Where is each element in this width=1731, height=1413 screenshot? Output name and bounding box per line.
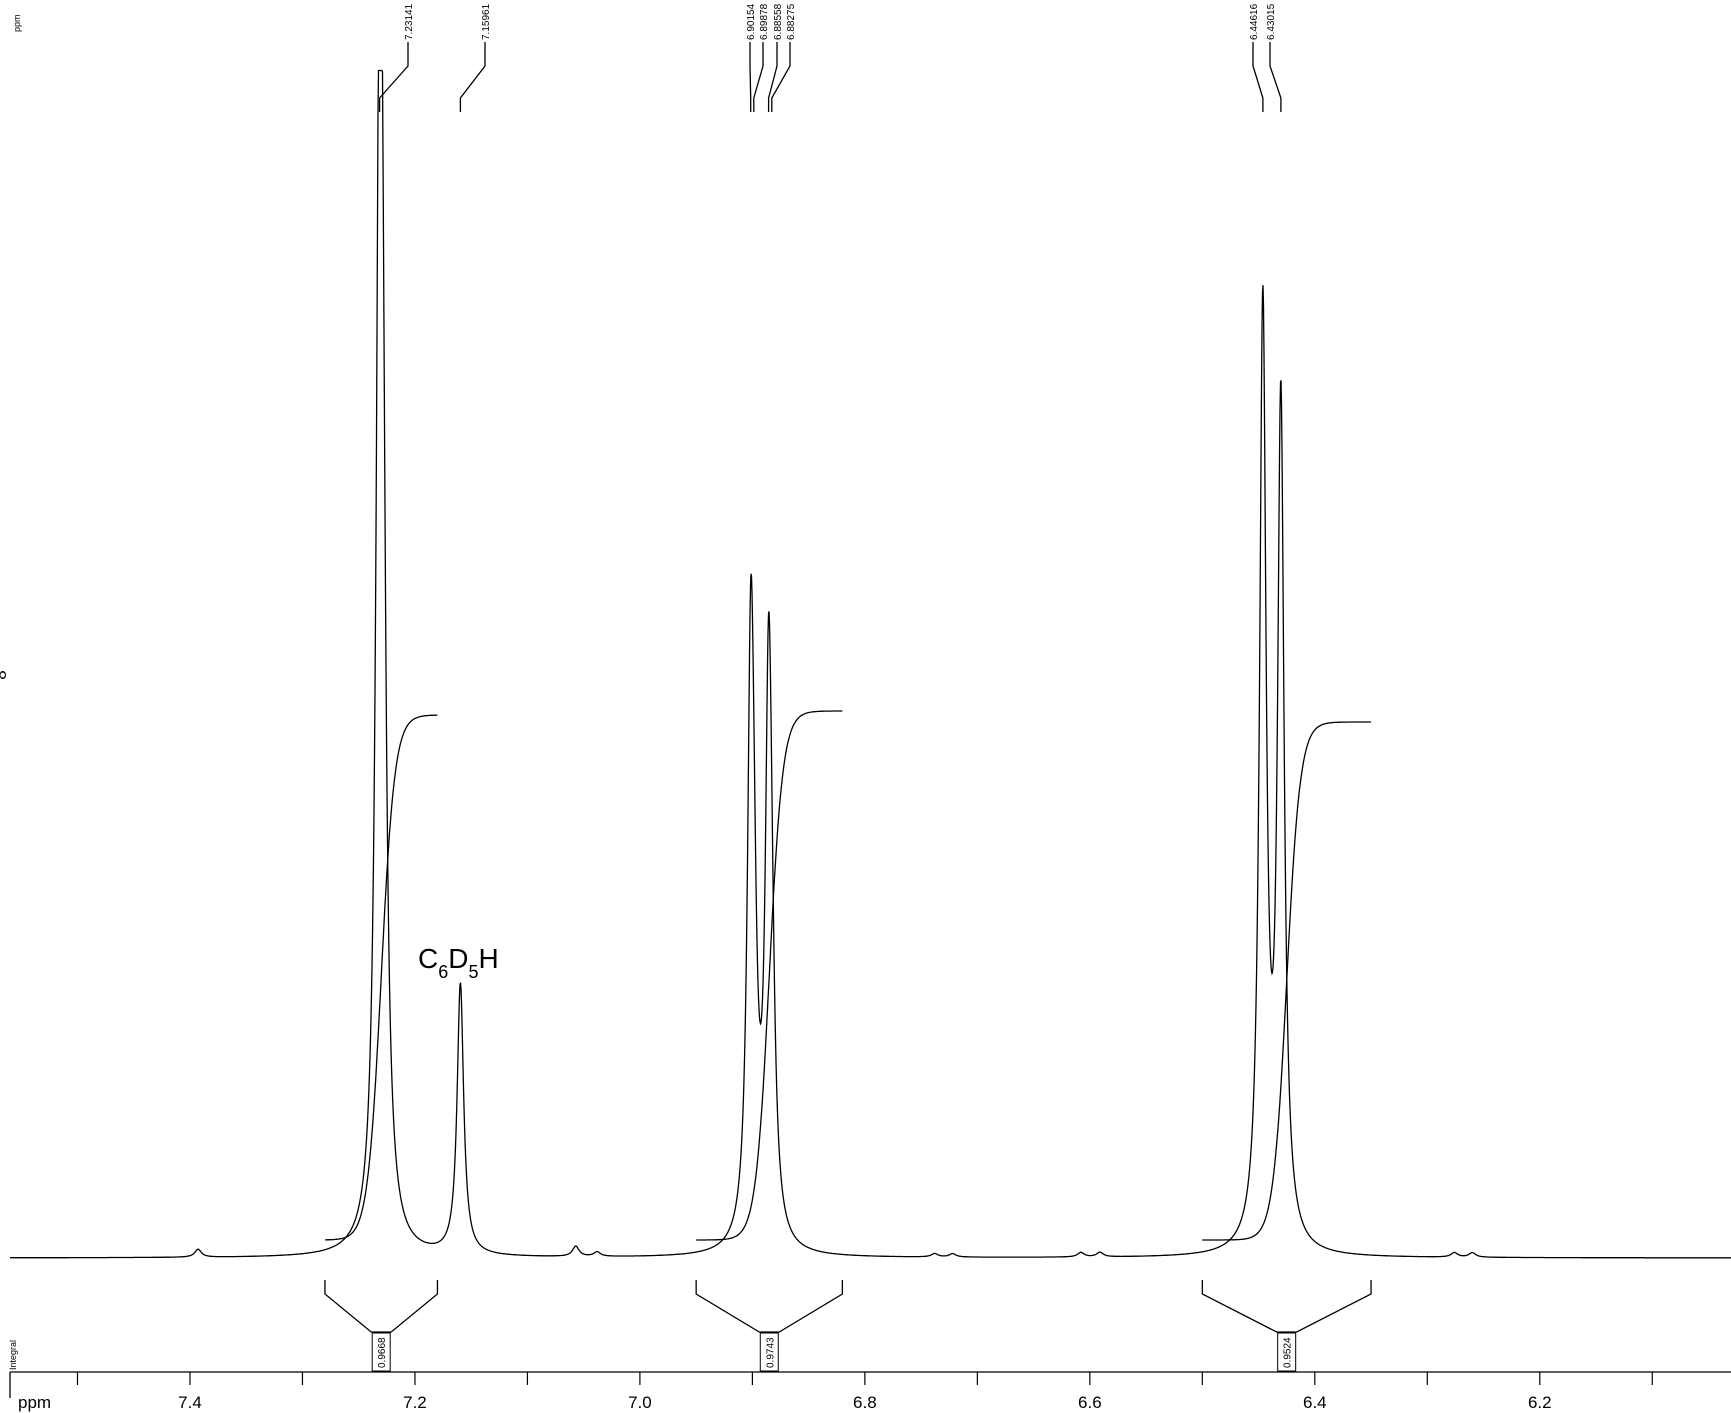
integral-curves <box>325 710 1372 1241</box>
integral-value-box <box>1277 1332 1297 1372</box>
annotations: C6D5H <box>418 943 499 982</box>
integral-curve <box>696 710 843 1241</box>
solvent-peak-annotation: C6D5H <box>418 943 499 982</box>
peak-label: 6.43015 <box>1266 3 1277 40</box>
integral-bracket <box>695 1280 844 1333</box>
peak-label: 6.88558 <box>773 3 784 40</box>
x-tick-label: 6.4 <box>1303 1393 1327 1412</box>
peak-label-connector <box>1269 42 1282 112</box>
side-label: 8 <box>0 670 10 679</box>
peak-label: 7.15961 <box>481 3 492 40</box>
integral-axis-label: Integral <box>8 1340 18 1370</box>
top-axis-unit-label: ppm <box>12 14 22 32</box>
integral-bracket <box>324 1280 439 1333</box>
integral-bracket <box>1201 1280 1372 1333</box>
peak-label-connector <box>749 42 752 112</box>
peak-label: 6.44616 <box>1249 3 1260 40</box>
x-axis-unit-label: ppm <box>18 1393 51 1412</box>
integral-value: 0.9524 <box>1283 1337 1294 1368</box>
peak-label-connector <box>753 42 764 112</box>
peak-label-connector <box>771 42 791 112</box>
integral-value-box <box>371 1332 391 1372</box>
x-tick-label: 7.2 <box>403 1393 427 1412</box>
integral-value: 0.9743 <box>765 1337 776 1368</box>
peak-label: 6.89878 <box>759 3 770 40</box>
integral-value: 0.9668 <box>377 1337 388 1368</box>
x-tick-label: 6.2 <box>1528 1393 1552 1412</box>
peak-label: 6.88275 <box>786 3 797 40</box>
integral-value-box <box>759 1332 779 1372</box>
x-tick-label: 6.6 <box>1078 1393 1102 1412</box>
x-tick-label: 7.0 <box>628 1393 652 1412</box>
peak-label-connector <box>1252 42 1264 112</box>
spectrum-trace <box>10 69 1731 1259</box>
peak-label: 7.23141 <box>404 3 415 40</box>
x-tick-label: 6.8 <box>853 1393 877 1412</box>
integral-curve <box>325 714 438 1241</box>
peak-label: 6.90154 <box>746 3 757 40</box>
peak-label-connector <box>767 42 778 112</box>
x-axis-ticks: 7.4 7.2 7.0 6.8 6.6 6.4 6.2 <box>76 1372 1653 1412</box>
peak-label-connector <box>378 42 409 112</box>
x-tick-label: 7.4 <box>178 1393 202 1412</box>
peak-label-connector <box>459 42 486 112</box>
peak-label-group: 7.23141 7.15961 6.90154 6.89878 6.88558 6.882… <box>378 3 1282 112</box>
integral-brackets: 0.9668 0.9743 0.9524 <box>324 1280 1372 1372</box>
